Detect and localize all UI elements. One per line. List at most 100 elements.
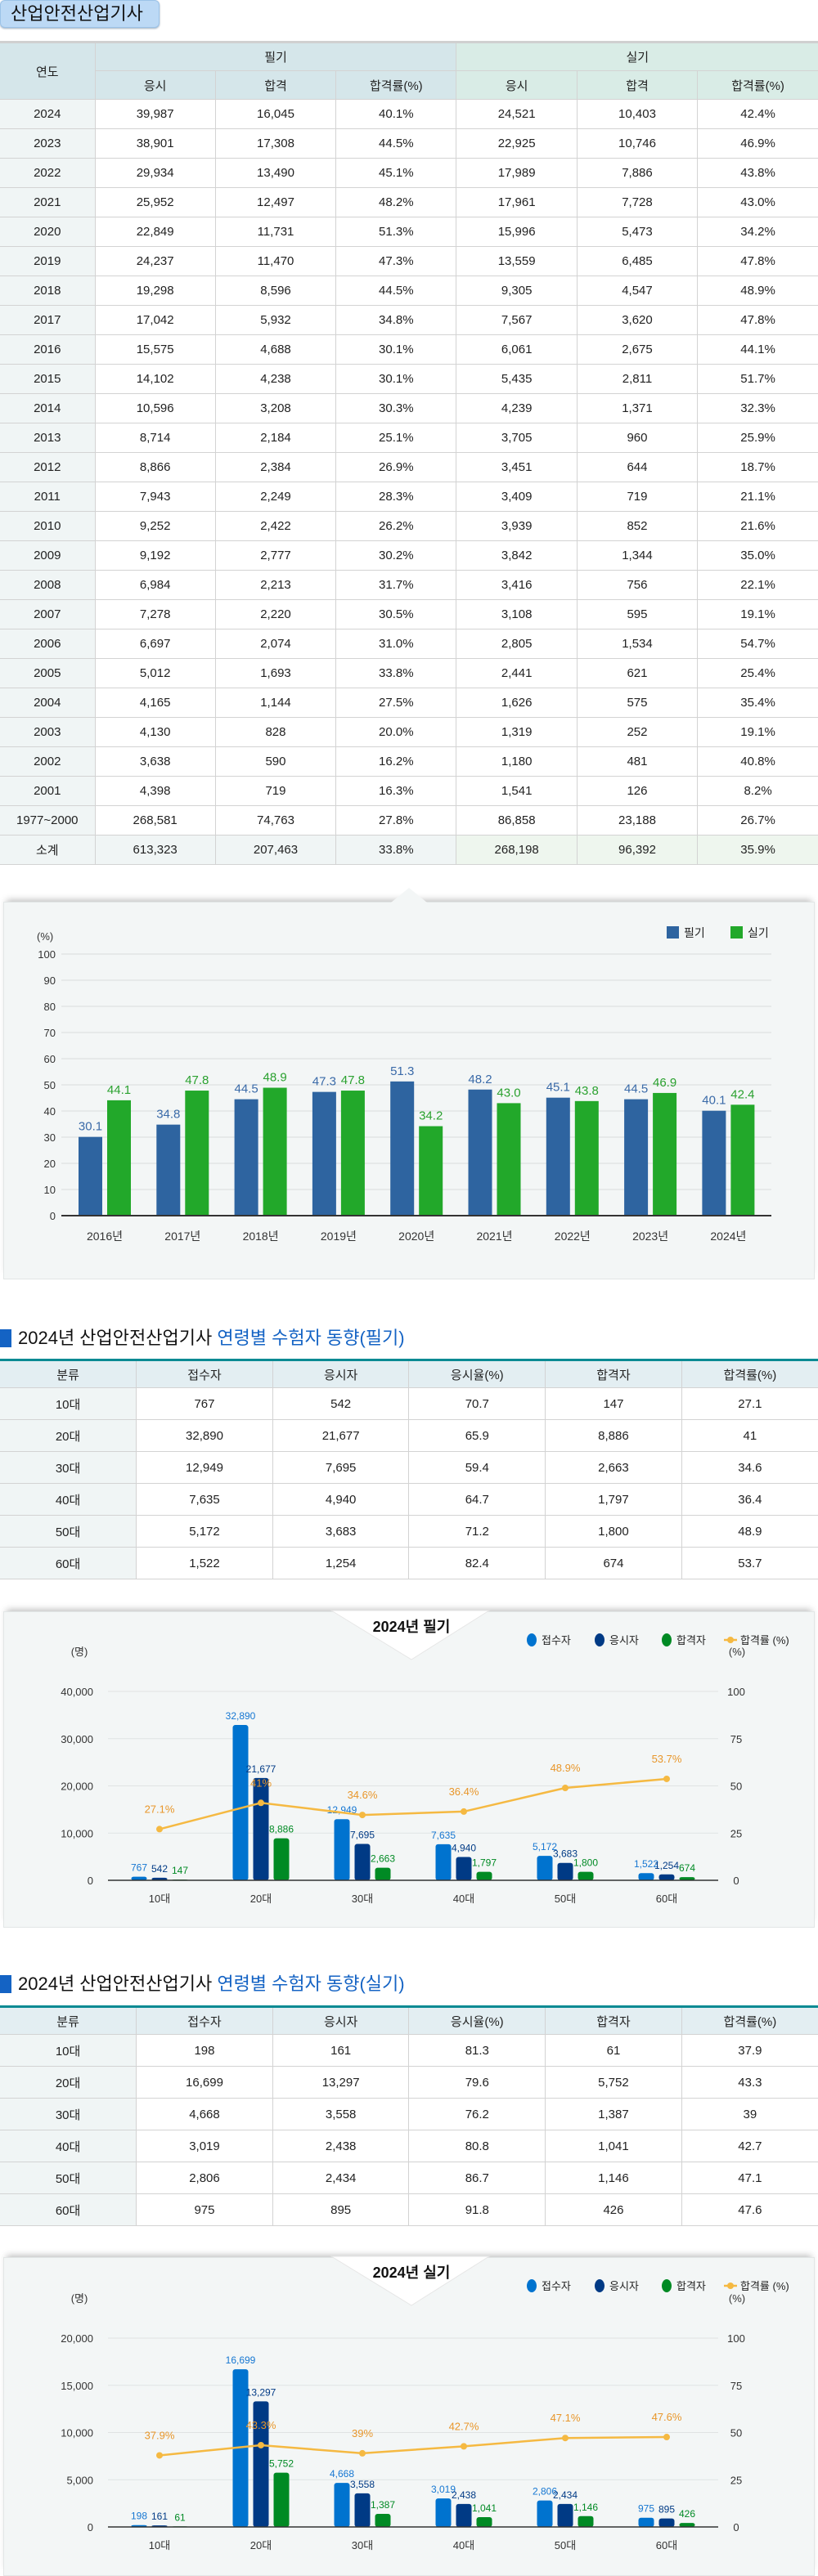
age-group-cell: 50대: [0, 2162, 137, 2194]
value-cell: 40.1%: [335, 99, 457, 129]
table-row: 2024 39,987 16,045 40.1% 24,521 10,403 42.4%: [0, 99, 818, 129]
table-row: 2004 4,165 1,144 27.5% 1,626 575 35.4%: [0, 688, 818, 718]
bar-합격자: [476, 2516, 492, 2527]
table-row: 2010 9,252 2,422 26.2% 3,939 852 21.6%: [0, 511, 818, 541]
column-header: 합격: [214, 70, 337, 100]
year-cell: 2005: [0, 658, 96, 688]
value-cell: 1,387: [545, 2098, 682, 2130]
year-cell: 2019: [0, 246, 96, 276]
value-cell: 7,728: [576, 187, 699, 217]
value-cell: 36.4: [681, 1483, 818, 1516]
value-cell: 32,890: [136, 1419, 273, 1452]
value-cell: 26.7%: [697, 805, 818, 836]
x-tick-label: 40대: [453, 1893, 474, 1905]
value-cell: 4,238: [214, 364, 337, 394]
legend-label: 실기: [748, 926, 769, 939]
total-cell: 96,392: [576, 835, 699, 865]
value-cell: 48.9%: [697, 276, 818, 306]
data-label: 51.3: [390, 1064, 414, 1078]
value-cell: 51.3%: [335, 217, 457, 247]
chart-title: 2024년 실기: [373, 2265, 451, 2281]
age-group-cell: 20대: [0, 1419, 137, 1452]
value-cell: 8,866: [94, 452, 216, 482]
bar-응시자: [658, 1874, 675, 1880]
value-cell: 3,208: [214, 393, 337, 423]
value-cell: 2,220: [214, 599, 337, 629]
value-cell: 81.3: [408, 2034, 546, 2067]
value-cell: 20.0%: [335, 717, 457, 747]
table-row: 2009 9,192 2,777 30.2% 3,842 1,344 35.0%: [0, 540, 818, 571]
table-row: 10대 767 542 70.7 147 27.1: [0, 1387, 818, 1420]
data-label: 895: [658, 2504, 675, 2516]
age-group-cell: 40대: [0, 2130, 137, 2162]
column-header: 응시율(%): [408, 1360, 546, 1388]
value-cell: 39: [681, 2098, 818, 2130]
value-cell: 852: [576, 511, 699, 541]
value-cell: 3,409: [456, 482, 578, 512]
data-label: 40.1: [702, 1094, 726, 1108]
pass-rate-point: [461, 2443, 467, 2450]
value-cell: 17,961: [456, 187, 578, 217]
value-cell: 7,635: [136, 1483, 273, 1516]
table-row: 2014 10,596 3,208 30.3% 4,239 1,371 32.3%: [0, 393, 818, 423]
value-cell: 74,763: [214, 805, 337, 836]
legend-label: 필기: [684, 926, 705, 939]
legend-swatch: [595, 2279, 605, 2292]
data-label: 2,806: [533, 2486, 557, 2498]
age-group-cell: 10대: [0, 2034, 137, 2067]
table-row: 2016 15,575 4,688 30.1% 6,061 2,675 44.1%: [0, 334, 818, 365]
y2-tick-label: 50: [730, 1781, 742, 1793]
bar-접수자: [537, 2500, 553, 2527]
y2-tick-label: 50: [730, 2427, 742, 2439]
value-cell: 6,984: [94, 570, 216, 600]
data-label: 42.4: [730, 1087, 754, 1101]
pass-rate-label: 41%: [250, 1776, 272, 1789]
data-label: 47.8: [341, 1073, 365, 1087]
y-tick-label: 15,000: [61, 2380, 93, 2392]
x-tick-label: 30대: [352, 2539, 373, 2551]
value-cell: 1,626: [456, 688, 578, 718]
total-cell: 33.8%: [335, 835, 457, 865]
x-tick-label: 2017년: [164, 1230, 200, 1243]
column-header: 접수자: [136, 2006, 273, 2035]
data-label: 5,752: [269, 2458, 294, 2470]
practical-header: 실기: [456, 41, 818, 71]
value-cell: 2,777: [214, 540, 337, 571]
value-cell: 10,746: [576, 128, 699, 159]
value-cell: 719: [576, 482, 699, 512]
value-cell: 15,996: [456, 217, 578, 247]
column-header: 합격자: [545, 1360, 682, 1388]
y-tick-label: 20,000: [61, 2332, 93, 2345]
value-cell: 24,521: [456, 99, 578, 129]
value-cell: 25.1%: [335, 423, 457, 453]
data-label: 1,146: [573, 2502, 598, 2513]
table-row: 2008 6,984 2,213 31.7% 3,416 756 22.1%: [0, 570, 818, 600]
x-tick-label: 60대: [656, 1893, 677, 1905]
bar-실기: [653, 1092, 677, 1216]
value-cell: 16.3%: [335, 776, 457, 806]
x-tick-label: 2021년: [476, 1230, 512, 1243]
value-cell: 61: [545, 2034, 682, 2067]
value-cell: 48.9: [681, 1515, 818, 1548]
table-row: 2021 25,952 12,497 48.2% 17,961 7,728 43.0%: [0, 187, 818, 217]
legend-line-marker: [727, 2283, 734, 2289]
value-cell: 48.2%: [335, 187, 457, 217]
column-header: 응시율(%): [408, 2006, 546, 2035]
value-cell: 4,239: [456, 393, 578, 423]
x-tick-label: 60대: [656, 2539, 677, 2551]
bar-필기: [234, 1099, 258, 1216]
value-cell: 80.8: [408, 2130, 546, 2162]
value-cell: 11,470: [214, 246, 337, 276]
value-cell: 1,534: [576, 629, 699, 659]
value-cell: 16.2%: [335, 746, 457, 777]
pass-rate-line: [159, 2435, 667, 2457]
data-label: 44.5: [234, 1082, 258, 1096]
value-cell: 17,042: [94, 305, 216, 335]
pass-rate-label: 37.9%: [145, 2429, 175, 2441]
data-label: 1,387: [371, 2499, 395, 2511]
data-label: 975: [638, 2503, 654, 2515]
bar-접수자: [131, 1876, 147, 1880]
value-cell: 26.9%: [335, 452, 457, 482]
value-cell: 14,102: [94, 364, 216, 394]
y2-tick-label: 75: [730, 2380, 742, 2392]
